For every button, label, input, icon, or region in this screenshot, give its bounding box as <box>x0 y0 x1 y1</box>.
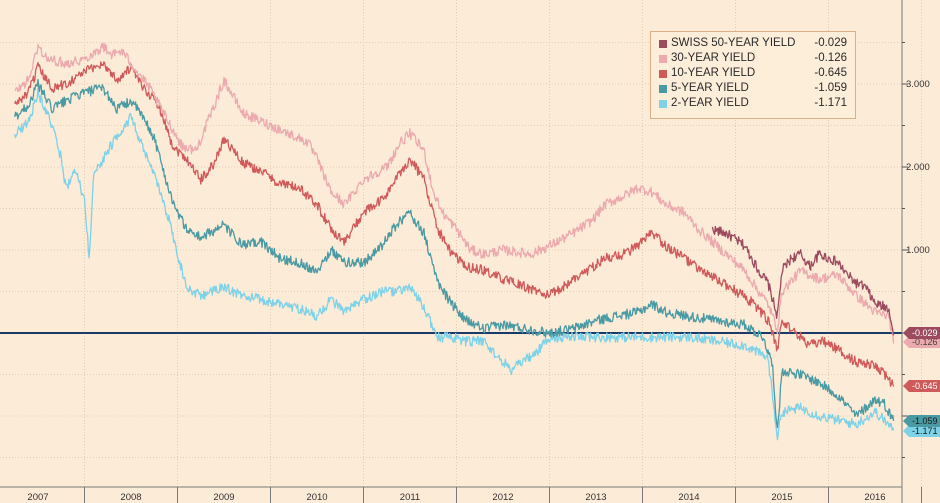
y-tick-label: 1.000 <box>906 245 930 256</box>
y-tick-label: 3.000 <box>906 79 930 90</box>
legend-item-2-year: 2-YEAR YIELD -1.171 <box>659 97 847 112</box>
legend-value: -0.126 <box>814 52 847 64</box>
right-axis: 3.000 2.000 1.000 <box>902 42 930 458</box>
value-flag <box>903 415 940 427</box>
x-tick-label: 2010 <box>306 492 327 503</box>
x-tick-label: 2011 <box>400 492 420 503</box>
legend-item-swiss-50-year: SWISS 50-YEAR YIELD -0.029 <box>659 37 847 52</box>
y-tick-label: 2.000 <box>906 162 930 173</box>
series-line-0 <box>711 225 895 336</box>
legend-swatch <box>659 70 667 78</box>
value-flag <box>903 380 940 392</box>
legend-value: -1.171 <box>814 97 847 109</box>
value-flag-label: -0.645 <box>912 381 938 391</box>
legend-label: SWISS 50-YEAR YIELD <box>671 37 796 49</box>
legend-label: 10-YEAR YIELD <box>671 67 756 79</box>
value-flag-label: -0.126 <box>912 337 938 347</box>
x-tick-label: 2015 <box>771 492 792 503</box>
value-flag <box>903 425 940 437</box>
value-flag-label: -0.029 <box>912 328 938 338</box>
legend-swatch <box>659 55 667 63</box>
legend-swatch <box>659 85 667 93</box>
legend: SWISS 50-YEAR YIELD -0.029 30-YEAR YIELD… <box>650 31 856 119</box>
x-axis: 2007 2008 2009 2010 2011 2012 2013 2014 2015 2016 <box>27 487 922 503</box>
value-flag-label: -1.059 <box>912 416 938 426</box>
legend-value: -0.645 <box>814 67 847 79</box>
legend-label: 5-YEAR YIELD <box>671 82 749 94</box>
series-line-2 <box>14 61 895 387</box>
legend-swatch <box>659 100 667 108</box>
x-tick-label: 2013 <box>585 492 606 503</box>
value-flags: -0.126-0.029 -0.645 -1.171-1.059 <box>903 327 940 437</box>
legend-value: -0.029 <box>814 37 847 49</box>
legend-item-5-year: 5-YEAR YIELD -1.059 <box>659 82 847 97</box>
legend-item-10-year: 10-YEAR YIELD -0.645 <box>659 67 847 82</box>
legend-label: 2-YEAR YIELD <box>671 97 749 109</box>
x-tick-label: 2008 <box>120 492 141 503</box>
series-line-1 <box>14 42 895 344</box>
legend-item-30-year: 30-YEAR YIELD -0.126 <box>659 52 847 67</box>
legend-value: -1.059 <box>814 82 847 94</box>
legend-label: 30-YEAR YIELD <box>671 52 756 64</box>
x-tick-label: 2016 <box>864 492 885 503</box>
x-tick-label: 2009 <box>213 492 234 503</box>
value-flag-label: -1.171 <box>912 426 938 436</box>
series-lines <box>14 42 895 441</box>
series-line-4 <box>14 87 895 441</box>
x-tick-label: 2007 <box>27 492 48 503</box>
x-tick-label: 2014 <box>678 492 699 503</box>
series-line-3 <box>14 78 895 429</box>
value-flag <box>903 327 940 339</box>
x-tick-label: 2012 <box>492 492 513 503</box>
legend-swatch <box>659 40 667 48</box>
